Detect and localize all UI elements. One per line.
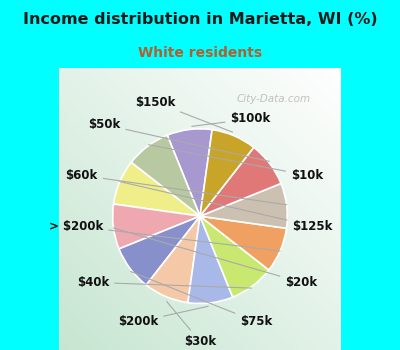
Text: White residents: White residents xyxy=(138,46,262,60)
Text: $10k: $10k xyxy=(148,145,323,182)
Wedge shape xyxy=(200,147,281,216)
Text: $60k: $60k xyxy=(66,169,287,205)
Wedge shape xyxy=(146,216,200,303)
Text: $100k: $100k xyxy=(192,112,271,126)
Wedge shape xyxy=(113,204,200,249)
Wedge shape xyxy=(119,216,200,285)
Wedge shape xyxy=(188,216,233,303)
Wedge shape xyxy=(200,216,269,297)
Wedge shape xyxy=(114,162,200,216)
Text: $200k: $200k xyxy=(118,306,208,328)
Text: $40k: $40k xyxy=(77,276,252,289)
Text: $125k: $125k xyxy=(120,182,333,232)
Text: $75k: $75k xyxy=(130,272,272,328)
Wedge shape xyxy=(200,183,287,228)
Text: $30k: $30k xyxy=(166,301,216,348)
Text: $20k: $20k xyxy=(113,228,318,289)
Wedge shape xyxy=(200,216,286,270)
Text: $150k: $150k xyxy=(135,96,233,132)
Text: City-Data.com: City-Data.com xyxy=(236,94,310,104)
Wedge shape xyxy=(167,129,212,216)
Text: $50k: $50k xyxy=(88,118,269,161)
Wedge shape xyxy=(200,130,254,216)
Text: Income distribution in Marietta, WI (%): Income distribution in Marietta, WI (%) xyxy=(23,12,377,27)
Wedge shape xyxy=(131,135,200,216)
Text: > $200k: > $200k xyxy=(49,219,280,251)
